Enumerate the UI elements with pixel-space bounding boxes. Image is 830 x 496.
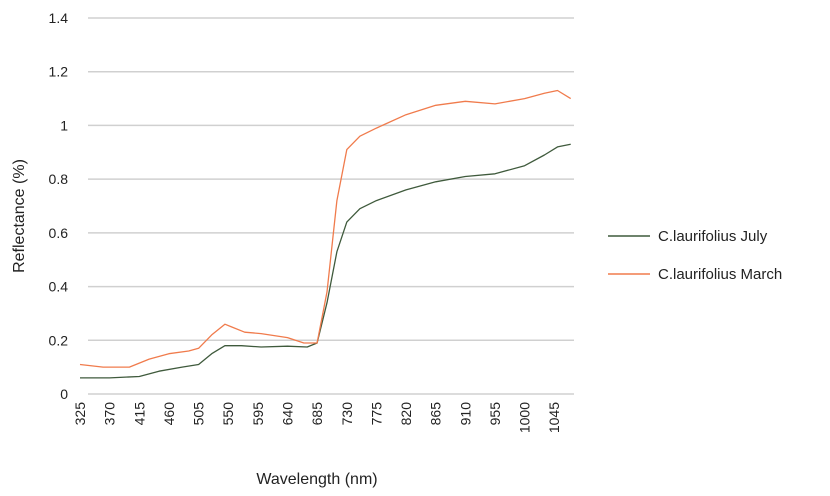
grid-lines: [88, 17, 574, 395]
y-tick-label: 0.2: [49, 332, 69, 348]
x-tick-label: 325: [72, 402, 88, 426]
y-tick-label: 0.4: [49, 279, 69, 295]
legend-label: C.laurifolius July: [658, 228, 768, 245]
x-tick-label: 1000: [517, 402, 533, 433]
y-tick-label: 1.4: [49, 10, 69, 26]
x-tick-label: 910: [457, 402, 473, 426]
x-tick-label: 460: [161, 402, 177, 426]
x-tick-label: 685: [309, 402, 325, 426]
x-tick-label: 370: [102, 402, 118, 426]
x-axis-label: Wavelength (nm): [256, 471, 377, 488]
y-tick-label: 1: [60, 117, 68, 133]
legend: C.laurifolius July C.laurifolius March: [608, 228, 782, 283]
y-axis-label: Reflectance (%): [11, 159, 28, 273]
series-line: [80, 143, 571, 379]
x-tick-label: 415: [131, 402, 147, 426]
x-tick-label: 820: [398, 402, 414, 426]
y-tick-label: 0: [60, 386, 68, 402]
x-tick-label: 640: [279, 402, 295, 426]
series-group: [79, 89, 572, 379]
x-tick-label: 865: [428, 402, 444, 426]
x-tick-label: 730: [339, 402, 355, 426]
x-tick-label: 550: [220, 402, 236, 426]
y-tick-label: 0.6: [49, 225, 69, 241]
series-line: [79, 89, 572, 368]
x-tick-label: 595: [250, 402, 266, 426]
x-tick-label: 775: [368, 402, 384, 426]
legend-label: C.laurifolius March: [658, 266, 782, 283]
y-tick-label: 1.2: [49, 64, 69, 80]
x-tick-label: 955: [487, 402, 503, 426]
x-tick-label: 505: [191, 402, 207, 426]
x-axis-ticks: 325 370 415 460 505 550 595 640 685 730 775 820 865 9…: [72, 402, 562, 433]
y-tick-label: 0.8: [49, 171, 69, 187]
y-axis-ticks: 0 0.2 0.4 0.6 0.8 1 1.2 1.4: [49, 10, 69, 402]
x-tick-label: 1045: [546, 402, 562, 433]
